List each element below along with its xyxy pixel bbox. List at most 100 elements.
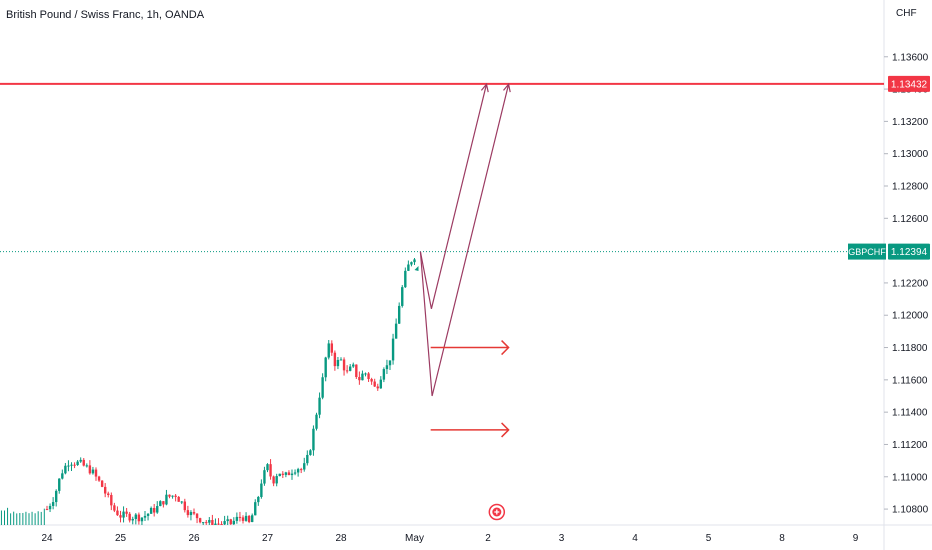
candle-body bbox=[48, 505, 52, 510]
candle-body bbox=[217, 523, 220, 525]
candle-body bbox=[336, 359, 340, 367]
candle-body bbox=[131, 518, 134, 521]
y-tick-label: 1.13000 bbox=[892, 149, 929, 160]
candle-body bbox=[309, 450, 312, 455]
candle-body bbox=[410, 262, 413, 265]
candle-body bbox=[312, 428, 315, 451]
y-tick-label: 1.12000 bbox=[892, 311, 929, 322]
candle-body bbox=[278, 473, 281, 477]
candle-body bbox=[79, 459, 82, 462]
candle-body bbox=[192, 512, 196, 514]
candle-body bbox=[54, 490, 58, 503]
candle-body bbox=[397, 305, 401, 324]
candle-body bbox=[85, 465, 89, 467]
candle-body bbox=[116, 510, 119, 516]
y-tick-label: 1.12600 bbox=[892, 214, 929, 225]
candle-body bbox=[367, 373, 370, 380]
drawings-layer bbox=[0, 82, 884, 521]
candle-body bbox=[201, 522, 205, 524]
y-tick-label: 1.10800 bbox=[892, 505, 929, 516]
x-tick-label: 28 bbox=[335, 533, 347, 544]
candle-body bbox=[146, 513, 150, 516]
candle-body bbox=[379, 379, 383, 389]
candle-body bbox=[391, 338, 395, 361]
candle-body bbox=[45, 509, 49, 511]
candle-body bbox=[352, 364, 355, 367]
candle-body bbox=[125, 511, 128, 514]
resistance-price-label: 1.13432 bbox=[891, 79, 928, 90]
y-tick-label: 1.11800 bbox=[892, 343, 928, 354]
candle-body bbox=[152, 507, 156, 513]
candle-body bbox=[269, 464, 272, 477]
candle-body bbox=[143, 515, 147, 518]
y-tick-label: 1.12200 bbox=[892, 278, 929, 289]
candle-body bbox=[315, 414, 318, 429]
candle-body bbox=[342, 359, 346, 371]
candle-body bbox=[226, 519, 229, 522]
last-price-label: 1.12394 bbox=[891, 247, 928, 258]
symbol-label: GBPCHF bbox=[848, 247, 886, 257]
candle-body bbox=[330, 343, 334, 353]
candle-body bbox=[281, 473, 285, 475]
candle-body bbox=[404, 270, 407, 288]
symbol-tag bbox=[848, 243, 886, 260]
candle-body bbox=[413, 259, 416, 263]
x-tick-label: 3 bbox=[559, 533, 565, 544]
candle-body bbox=[235, 516, 239, 521]
y-tick-label: 1.11000 bbox=[892, 472, 928, 483]
candle-body bbox=[61, 473, 64, 479]
candle-body bbox=[51, 502, 55, 506]
candle-body bbox=[67, 465, 70, 467]
candle-body bbox=[385, 365, 389, 370]
candle-body bbox=[128, 513, 131, 521]
y-tick-label: 1.11200 bbox=[892, 440, 928, 451]
candle-body bbox=[229, 519, 232, 525]
candle-body bbox=[275, 476, 278, 484]
candle-body bbox=[134, 514, 138, 519]
x-tick-label: 8 bbox=[779, 533, 785, 544]
candle-body bbox=[345, 370, 349, 372]
candle-body bbox=[82, 459, 85, 466]
candle-body bbox=[394, 323, 398, 339]
candle-body bbox=[358, 377, 361, 381]
candle-body bbox=[73, 464, 76, 466]
candle-body bbox=[284, 472, 288, 475]
candle-body bbox=[260, 483, 263, 497]
candle-body bbox=[97, 476, 101, 481]
candle-body bbox=[103, 486, 107, 494]
candle-body bbox=[107, 493, 110, 495]
candle-body bbox=[299, 469, 303, 471]
candle-body bbox=[244, 515, 248, 521]
candle-body bbox=[247, 515, 251, 523]
y-tick-label: 1.11600 bbox=[892, 375, 928, 386]
candle-body bbox=[76, 461, 79, 465]
candle-body bbox=[195, 513, 199, 519]
price-axis[interactable]: CHF1.136001.134001.132001.130001.128001.… bbox=[884, 8, 929, 516]
candle-body bbox=[364, 373, 367, 375]
candle-body bbox=[348, 366, 352, 371]
y-tick-label: 1.13600 bbox=[892, 52, 929, 63]
candle-body bbox=[241, 517, 245, 521]
candle-body bbox=[214, 523, 217, 525]
candle-body bbox=[370, 379, 373, 382]
candle-body bbox=[189, 512, 193, 516]
candle-body bbox=[122, 511, 125, 518]
support-arrow-head-1 bbox=[501, 340, 510, 356]
candle-body bbox=[223, 521, 226, 525]
projection-path-deep[interactable] bbox=[419, 84, 510, 397]
candle-body bbox=[180, 501, 183, 503]
candle-body bbox=[165, 494, 168, 505]
candle-body bbox=[355, 364, 358, 378]
candle-body bbox=[272, 476, 275, 484]
candle-body bbox=[287, 472, 291, 476]
projection-path-shallow[interactable] bbox=[419, 84, 488, 309]
x-tick-label: May bbox=[405, 533, 424, 544]
candle-body bbox=[361, 373, 364, 381]
support-arrow-head-2 bbox=[501, 422, 510, 438]
time-axis[interactable]: 24 25 26 27 28 May 2 3 4 5 8 9 bbox=[41, 533, 858, 544]
candle-body bbox=[159, 501, 162, 507]
candle-body bbox=[64, 465, 67, 474]
x-tick-label: 24 bbox=[41, 533, 53, 544]
candle-body bbox=[94, 469, 98, 477]
